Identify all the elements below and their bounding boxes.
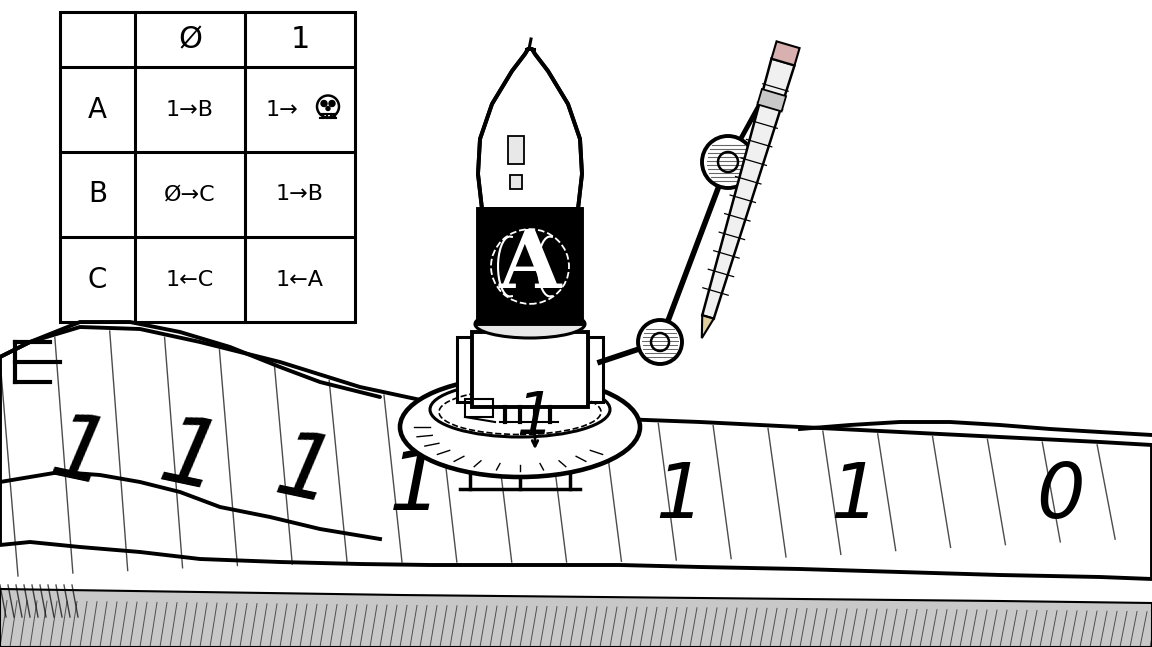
Circle shape bbox=[638, 320, 682, 364]
Bar bbox=[472, 332, 588, 407]
Bar bbox=[465, 399, 493, 417]
Polygon shape bbox=[0, 327, 1152, 579]
Text: Ø: Ø bbox=[179, 25, 202, 54]
Circle shape bbox=[321, 100, 327, 107]
Circle shape bbox=[718, 152, 738, 172]
Text: 1: 1 bbox=[267, 424, 342, 522]
Text: 1: 1 bbox=[516, 388, 554, 446]
Polygon shape bbox=[478, 49, 582, 209]
Ellipse shape bbox=[430, 382, 611, 437]
Text: 1→B: 1→B bbox=[166, 100, 214, 120]
Bar bbox=[457, 337, 472, 402]
Text: A: A bbox=[499, 228, 561, 305]
Bar bbox=[510, 175, 522, 189]
Circle shape bbox=[326, 107, 329, 111]
Text: 1: 1 bbox=[655, 460, 704, 534]
Text: 1→: 1→ bbox=[266, 100, 298, 120]
Text: 1→B: 1→B bbox=[276, 184, 324, 204]
Text: B: B bbox=[88, 181, 107, 208]
Bar bbox=[478, 209, 582, 324]
Bar bbox=[588, 337, 602, 402]
Ellipse shape bbox=[400, 377, 641, 477]
Text: Ø→C: Ø→C bbox=[165, 184, 215, 204]
Polygon shape bbox=[702, 315, 714, 338]
Polygon shape bbox=[772, 41, 799, 65]
Text: 1: 1 bbox=[151, 409, 229, 510]
Polygon shape bbox=[0, 589, 1152, 647]
Circle shape bbox=[702, 136, 755, 188]
Text: C: C bbox=[88, 265, 107, 294]
Text: 1: 1 bbox=[388, 446, 441, 527]
Text: 0: 0 bbox=[1036, 460, 1084, 534]
Bar bbox=[508, 136, 524, 164]
Circle shape bbox=[329, 100, 335, 107]
Ellipse shape bbox=[475, 310, 585, 338]
Text: 1←A: 1←A bbox=[276, 270, 324, 289]
Text: A: A bbox=[88, 96, 107, 124]
Polygon shape bbox=[757, 89, 786, 111]
Polygon shape bbox=[703, 59, 795, 319]
Text: 1: 1 bbox=[831, 461, 879, 534]
Text: 1: 1 bbox=[43, 407, 118, 505]
Text: 1: 1 bbox=[290, 25, 310, 54]
Text: 1←C: 1←C bbox=[166, 270, 214, 289]
Circle shape bbox=[651, 333, 669, 351]
